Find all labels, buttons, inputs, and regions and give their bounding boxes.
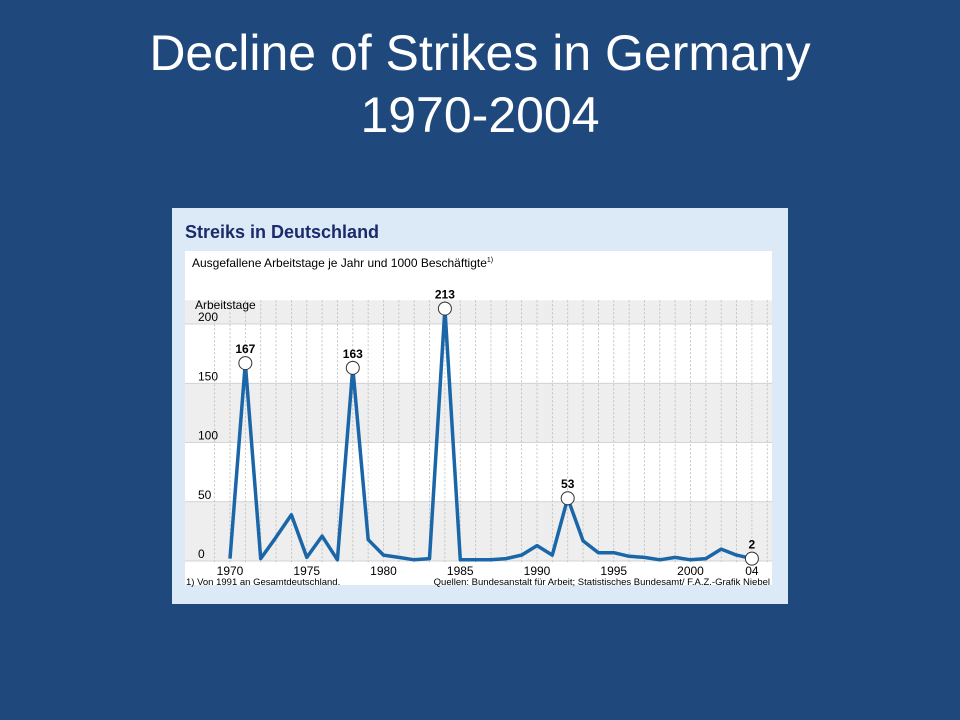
strikes-chart: Streiks in Deutschland Ausgefallene Arbe… <box>185 222 772 588</box>
data-label: 167 <box>235 342 255 356</box>
series-line <box>228 306 753 562</box>
x-tick-label: 1995 <box>600 564 627 578</box>
plot-band <box>185 300 772 324</box>
x-tick-label: 04 <box>745 564 759 578</box>
data-label: 163 <box>343 347 363 361</box>
data-point-marker <box>560 491 575 506</box>
y-tick-label: 0 <box>198 547 205 561</box>
y-tick-label: 200 <box>198 310 218 324</box>
chart-subtitle-footnote: 1) <box>487 257 493 264</box>
x-tick-label: 1985 <box>447 564 474 578</box>
y-tick-label: 150 <box>198 369 218 383</box>
plot-band <box>185 442 772 502</box>
data-point-marker <box>345 360 360 375</box>
data-label: 213 <box>435 288 455 302</box>
data-point-marker <box>437 301 452 316</box>
y-axis-label: Arbeitstage <box>195 298 256 312</box>
data-label: 2 <box>749 538 756 552</box>
data-label: 53 <box>561 477 575 491</box>
source-note: Quellen: Bundesanstalt für Arbeit; Stati… <box>434 577 770 588</box>
x-tick-label: 1970 <box>217 564 244 578</box>
figure-header: Streiks in Deutschland <box>185 222 379 242</box>
slide-title-line-1: Decline of Strikes in Germany <box>149 25 811 81</box>
slide-title-line-2: 1970-2004 <box>360 87 600 143</box>
data-point-marker <box>238 356 253 371</box>
x-tick-label: 1980 <box>370 564 397 578</box>
y-tick-label: 50 <box>198 488 212 502</box>
chart-subtitle: Ausgefallene Arbeitstage je Jahr und 100… <box>192 256 493 270</box>
plot-band <box>185 501 772 561</box>
plot-band <box>185 324 772 384</box>
footnote: 1) Von 1991 an Gesamtdeutschland. <box>186 577 340 588</box>
x-tick-label: 2000 <box>677 564 704 578</box>
chart-subtitle-text: Ausgefallene Arbeitstage je Jahr und 100… <box>192 256 487 270</box>
y-tick-label: 100 <box>198 429 218 443</box>
x-tick-label: 1975 <box>293 564 320 578</box>
plot-band <box>185 383 772 443</box>
slide-title: Decline of Strikes in Germany 1970-2004 <box>0 22 960 146</box>
x-tick-label: 1990 <box>524 564 551 578</box>
chart-figure: Streiks in Deutschland Ausgefallene Arbe… <box>172 208 788 604</box>
data-point-marker <box>744 551 759 566</box>
